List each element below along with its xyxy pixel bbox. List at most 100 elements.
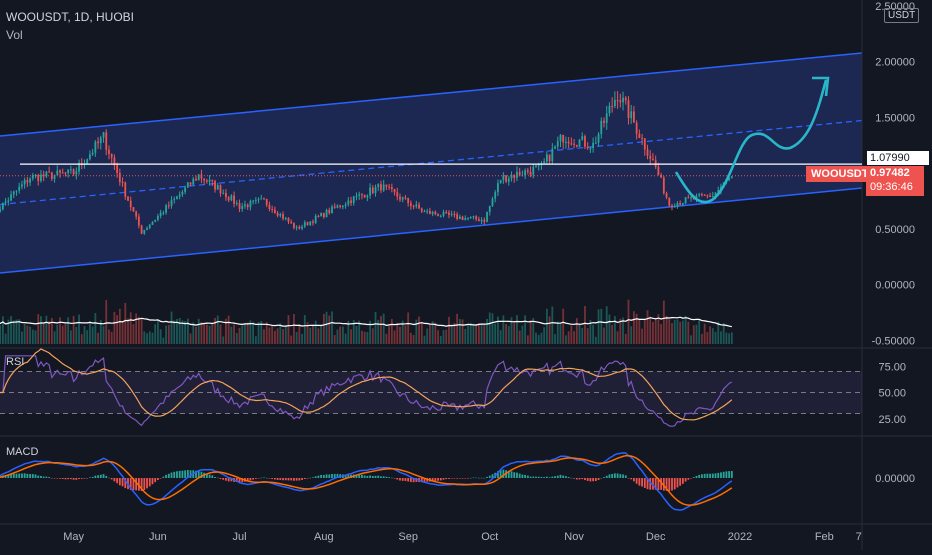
candle-body [222,192,225,194]
volume-bar [124,302,127,344]
volume-bar [4,333,7,344]
time-axis-label: May [63,531,84,543]
volume-bar [600,308,603,344]
candle-body [366,195,369,198]
candle-body [200,174,203,179]
candle-body [42,174,45,177]
time-axis-label: Sep [398,531,418,543]
candle-body [53,174,56,179]
macd-histogram-bar [513,472,516,478]
candle-body [314,216,317,223]
macd-histogram-bar [7,474,10,478]
volume-bar [380,315,382,344]
volume-bar [279,323,282,344]
candle-body [208,179,211,182]
volume-bar [129,312,132,344]
candle-body [371,187,374,194]
candle-body [325,210,328,218]
candle-body [45,171,48,177]
candle-body [630,111,633,119]
candle-body [502,175,505,180]
candle-body [434,211,437,215]
volume-bar [630,326,633,344]
candle-body [551,148,554,162]
volume-bar [706,331,709,344]
volume-bar [407,312,410,344]
candle-body [159,212,162,216]
candle-body [643,138,646,150]
volume-bar [722,323,725,344]
candle-body [344,204,347,206]
candle-body [59,170,61,173]
candle-body [203,178,206,181]
volume-bar [192,322,195,344]
candle-body [233,195,235,204]
macd-histogram-bar [510,471,513,478]
macd-histogram-bar [548,477,551,478]
currency-badge[interactable]: USDT [884,8,920,23]
volume-bar [439,336,442,344]
macd-histogram-bar [594,478,597,482]
candle-body [97,141,99,144]
volume-bar [464,328,467,344]
volume-bar [709,326,711,344]
candle-body [535,165,537,167]
candle-body [118,172,121,183]
macd-label: MACD [6,446,38,458]
candle-body [48,171,51,173]
rsi-tick-label: 75.00 [878,361,906,373]
candle-body [605,113,608,123]
volume-bar [102,326,105,344]
candle-body [116,165,119,173]
macd-histogram-bar [600,477,603,479]
volume-bar [701,333,703,344]
macd-histogram-bar [573,478,575,479]
macd-histogram-bar [657,478,660,491]
candle-body [254,199,257,201]
macd-histogram-bar [235,478,238,483]
volume-bar [170,311,173,344]
volume-bar [284,326,287,344]
volume-bar [494,323,497,344]
candle-body [494,192,497,199]
candle-body [37,174,40,181]
candle-body [252,200,255,202]
macd-histogram-bar [592,478,595,482]
macd-histogram-bar [480,477,483,479]
volume-bar [486,318,488,344]
macd-histogram-bar [118,478,121,486]
volume-bar [652,321,654,344]
volume-bar [554,334,556,344]
volume-bar [186,318,189,344]
volume-bar [314,320,317,344]
volume-bar [331,311,333,344]
candle-body [140,225,143,234]
candle-body [687,197,690,199]
candle-body [249,200,252,208]
volume-bar [458,318,461,344]
time-axis-label: Jul [232,531,246,543]
volume-bar [540,332,543,344]
candle-body [225,192,227,198]
macd-histogram-bar [399,478,401,481]
volume-bar [91,326,94,344]
candle-body [105,132,108,150]
macd-histogram-bar [69,478,72,480]
volume-bar [681,320,684,344]
time-axis-label: 2022 [728,531,752,543]
volume-bar [56,324,59,344]
candle-body [108,149,110,154]
candle-body [34,174,37,176]
candle-body [649,155,652,159]
macd-histogram-bar [545,476,548,478]
macd-histogram-bar [363,475,366,478]
candle-body [273,209,276,214]
volume-bar [524,315,527,344]
macd-signal-line [0,454,733,506]
volume-bar [263,329,265,344]
symbol-title: WOOUSDT, 1D, HUOBI [6,10,135,24]
candle-body [241,206,244,209]
candle-body [67,169,70,174]
volume-bar [75,326,78,344]
